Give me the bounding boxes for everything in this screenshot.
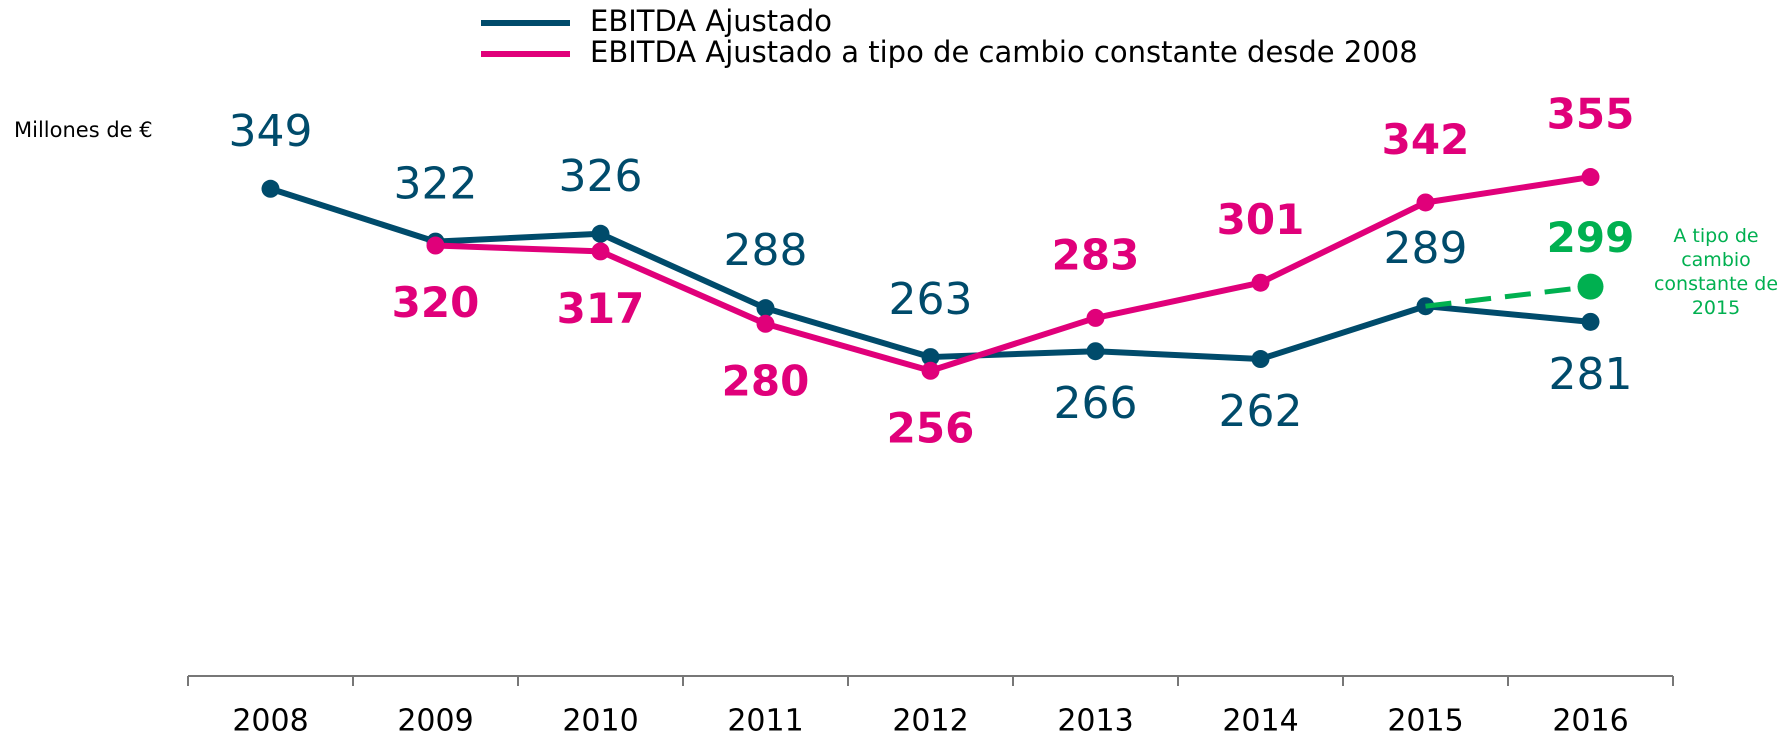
projection-point [1577, 273, 1604, 300]
x-tick-label: 2009 [397, 704, 473, 739]
data-label: 280 [722, 356, 810, 405]
series-line [435, 174, 1591, 374]
projection-line [1425, 284, 1591, 309]
data-label: 256 [887, 403, 975, 452]
x-tick-label: 2011 [727, 704, 803, 739]
data-point [1251, 273, 1270, 292]
data-label: 281 [1549, 349, 1633, 400]
data-point [426, 236, 445, 255]
data-label: 263 [889, 274, 973, 325]
data-point [756, 314, 775, 333]
legend-label: EBITDA Ajustado [590, 4, 832, 38]
data-label: 322 [394, 159, 478, 210]
data-label: 349 [229, 106, 313, 157]
projection-label: 299 [1547, 213, 1635, 262]
data-label: 266 [1054, 378, 1138, 429]
data-label: 301 [1217, 195, 1305, 244]
data-label: 288 [724, 225, 808, 276]
data-point [591, 242, 610, 261]
data-label: 317 [557, 284, 645, 333]
data-label: 262 [1219, 386, 1303, 437]
data-point [1251, 350, 1270, 369]
data-point [756, 299, 775, 318]
data-label: 289 [1384, 223, 1468, 274]
annotation-line: 2015 [1692, 297, 1740, 319]
annotation-line: constante de [1654, 273, 1778, 295]
legend-label: EBITDA Ajustado a tipo de cambio constan… [590, 35, 1418, 69]
y-axis-label: Millones de € [14, 118, 153, 142]
data-point [1086, 308, 1105, 327]
data-point [1086, 342, 1105, 361]
x-tick-label: 2016 [1552, 704, 1628, 739]
data-label: 320 [392, 278, 480, 327]
x-tick-label: 2013 [1057, 704, 1133, 739]
projection-annotation: A tipo de cambio constante de 2015 [1654, 225, 1778, 319]
annotation-line: A tipo de [1673, 225, 1758, 247]
data-label: 342 [1382, 115, 1470, 164]
data-point [921, 361, 940, 380]
x-tick-label: 2014 [1222, 704, 1298, 739]
data-point [591, 224, 610, 243]
data-point [261, 179, 280, 198]
data-label: 283 [1052, 230, 1140, 279]
data-point [1581, 312, 1600, 331]
data-point [1581, 168, 1600, 187]
x-tick-label: 2012 [892, 704, 968, 739]
x-tick-label: 2015 [1387, 704, 1463, 739]
data-label: 326 [559, 151, 643, 202]
annotation-line: cambio [1681, 249, 1751, 271]
data-point [1416, 193, 1435, 212]
x-tick-label: 2010 [562, 704, 638, 739]
data-label: 355 [1547, 90, 1635, 139]
x-tick-label: 2008 [232, 704, 308, 739]
data-point [921, 348, 940, 367]
